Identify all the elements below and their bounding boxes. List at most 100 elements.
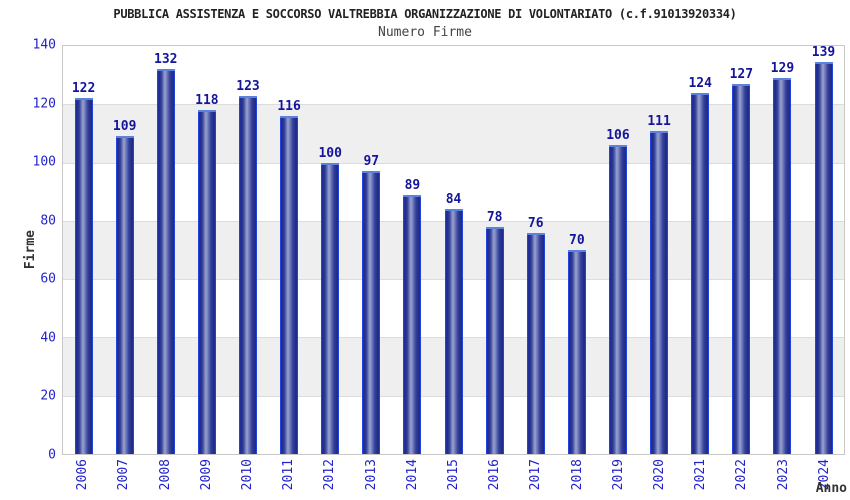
x-tick-slot: 2014 [392,459,433,500]
bar [321,163,340,454]
x-tick-label: 2021 [693,459,709,491]
x-tick-slot: 2010 [227,459,268,500]
bar [814,62,833,454]
x-tick-label: 2010 [239,459,255,491]
bar-value-label: 118 [195,93,219,108]
bar-value-label: 123 [236,79,260,94]
x-tick-label: 2019 [610,459,626,491]
bar-value-label: 106 [606,128,630,143]
bar [567,250,586,454]
bar-slot-2020: 111 [639,46,680,454]
bar-slot-2017: 76 [515,46,556,454]
chart-title: PUBBLICA ASSISTENZA E SOCCORSO VALTREBBI… [113,7,737,21]
bar-value-label: 127 [729,67,754,82]
chart-subtitle: Numero Firme [378,25,472,40]
grid-band [63,104,844,163]
bar [115,136,134,454]
x-axis-title: Anno [815,481,847,496]
bar-value-label: 139 [811,45,836,60]
x-tick-label: 2018 [569,459,585,491]
x-tick-slot: 2006 [62,459,103,500]
x-tick-label: 2017 [528,459,544,491]
bar-value-label: 116 [277,99,301,114]
x-tick-slot: 2011 [268,459,309,500]
bar-value-label: 78 [486,210,503,225]
y-tick-label: 80 [40,213,56,229]
x-tick-slot: 2020 [639,459,680,500]
bar-value-label: 97 [363,154,380,169]
x-tick-slot: 2013 [350,459,391,500]
x-tick-label: 2016 [487,459,503,491]
bar-slot-2006: 122 [63,46,104,454]
x-tick-label: 2011 [281,459,297,491]
x-tick-label: 2007 [116,459,132,491]
bar-slot-2011: 116 [269,46,310,454]
bar-slot-2023: 129 [762,46,803,454]
bar-value-label: 76 [527,216,544,231]
x-tick-slot: 2017 [515,459,556,500]
bar-value-label: 100 [318,146,342,161]
x-tick-label: 2023 [775,459,791,491]
bar-value-label: 122 [71,81,96,96]
bar [238,96,257,454]
bar-slot-2013: 97 [351,46,392,454]
x-tick-slot: 2008 [144,459,185,500]
bar-slot-2010: 123 [227,46,268,454]
bar [74,98,93,454]
y-axis-tick-labels: 0 20 40 60 80 100 120 140 [0,39,56,462]
x-tick-slot: 2015 [433,459,474,500]
bar [732,84,751,454]
x-tick-label: 2009 [198,459,214,491]
x-tick-slot: 2009 [186,459,227,500]
bar [691,93,710,454]
y-tick-label: 20 [40,388,56,404]
gridline [63,162,844,164]
bar-slot-2007: 109 [104,46,145,454]
bar [156,69,175,454]
bar-slot-2008: 132 [145,46,186,454]
x-tick-label: 2012 [322,459,338,491]
y-tick-label: 0 [48,447,56,463]
gridline [63,104,844,106]
bar-slot-2019: 106 [597,46,638,454]
bar [444,209,463,454]
bar-slot-2016: 78 [474,46,515,454]
bar [403,195,422,454]
y-tick-label: 100 [32,154,56,170]
bar [773,78,792,454]
x-axis-tick-labels: 2006 2007 2008 2009 2010 2011 2012 2013 2014 2015… [62,459,845,500]
bar [485,227,504,454]
bar [650,131,669,454]
bar-value-label: 129 [770,61,795,76]
y-tick-label: 40 [40,330,56,346]
x-tick-label: 2013 [363,459,379,491]
bars-layer: 122 109 132 118 123 116 100 97 89 84 78 76 70 106 111 1… [63,46,844,454]
bar-slot-2015: 84 [433,46,474,454]
y-tick-label: 60 [40,271,56,287]
bar [362,171,381,454]
bar-value-label: 84 [445,192,462,207]
bar-slot-2022: 127 [721,46,762,454]
bar [608,145,627,454]
bar-value-label: 111 [647,114,671,129]
bar [526,233,545,454]
bar-value-label: 89 [404,178,421,193]
bar-value-label: 109 [112,119,137,134]
bar-slot-2009: 118 [186,46,227,454]
bar-slot-2024: 139 [803,46,844,454]
bar-value-label: 132 [154,52,178,67]
bar-slot-2012: 100 [310,46,351,454]
x-tick-label: 2014 [404,459,420,491]
x-tick-label: 2008 [157,459,173,491]
bar-slot-2021: 124 [680,46,721,454]
x-tick-slot: 2018 [556,459,597,500]
bar-value-label: 70 [569,233,585,248]
x-tick-label: 2022 [734,459,750,491]
x-tick-label: 2015 [445,459,461,491]
bar-slot-2018: 70 [556,46,597,454]
x-tick-slot: 2019 [598,459,639,500]
bar [280,116,299,454]
y-tick-label: 120 [32,96,56,112]
bar [197,110,216,454]
